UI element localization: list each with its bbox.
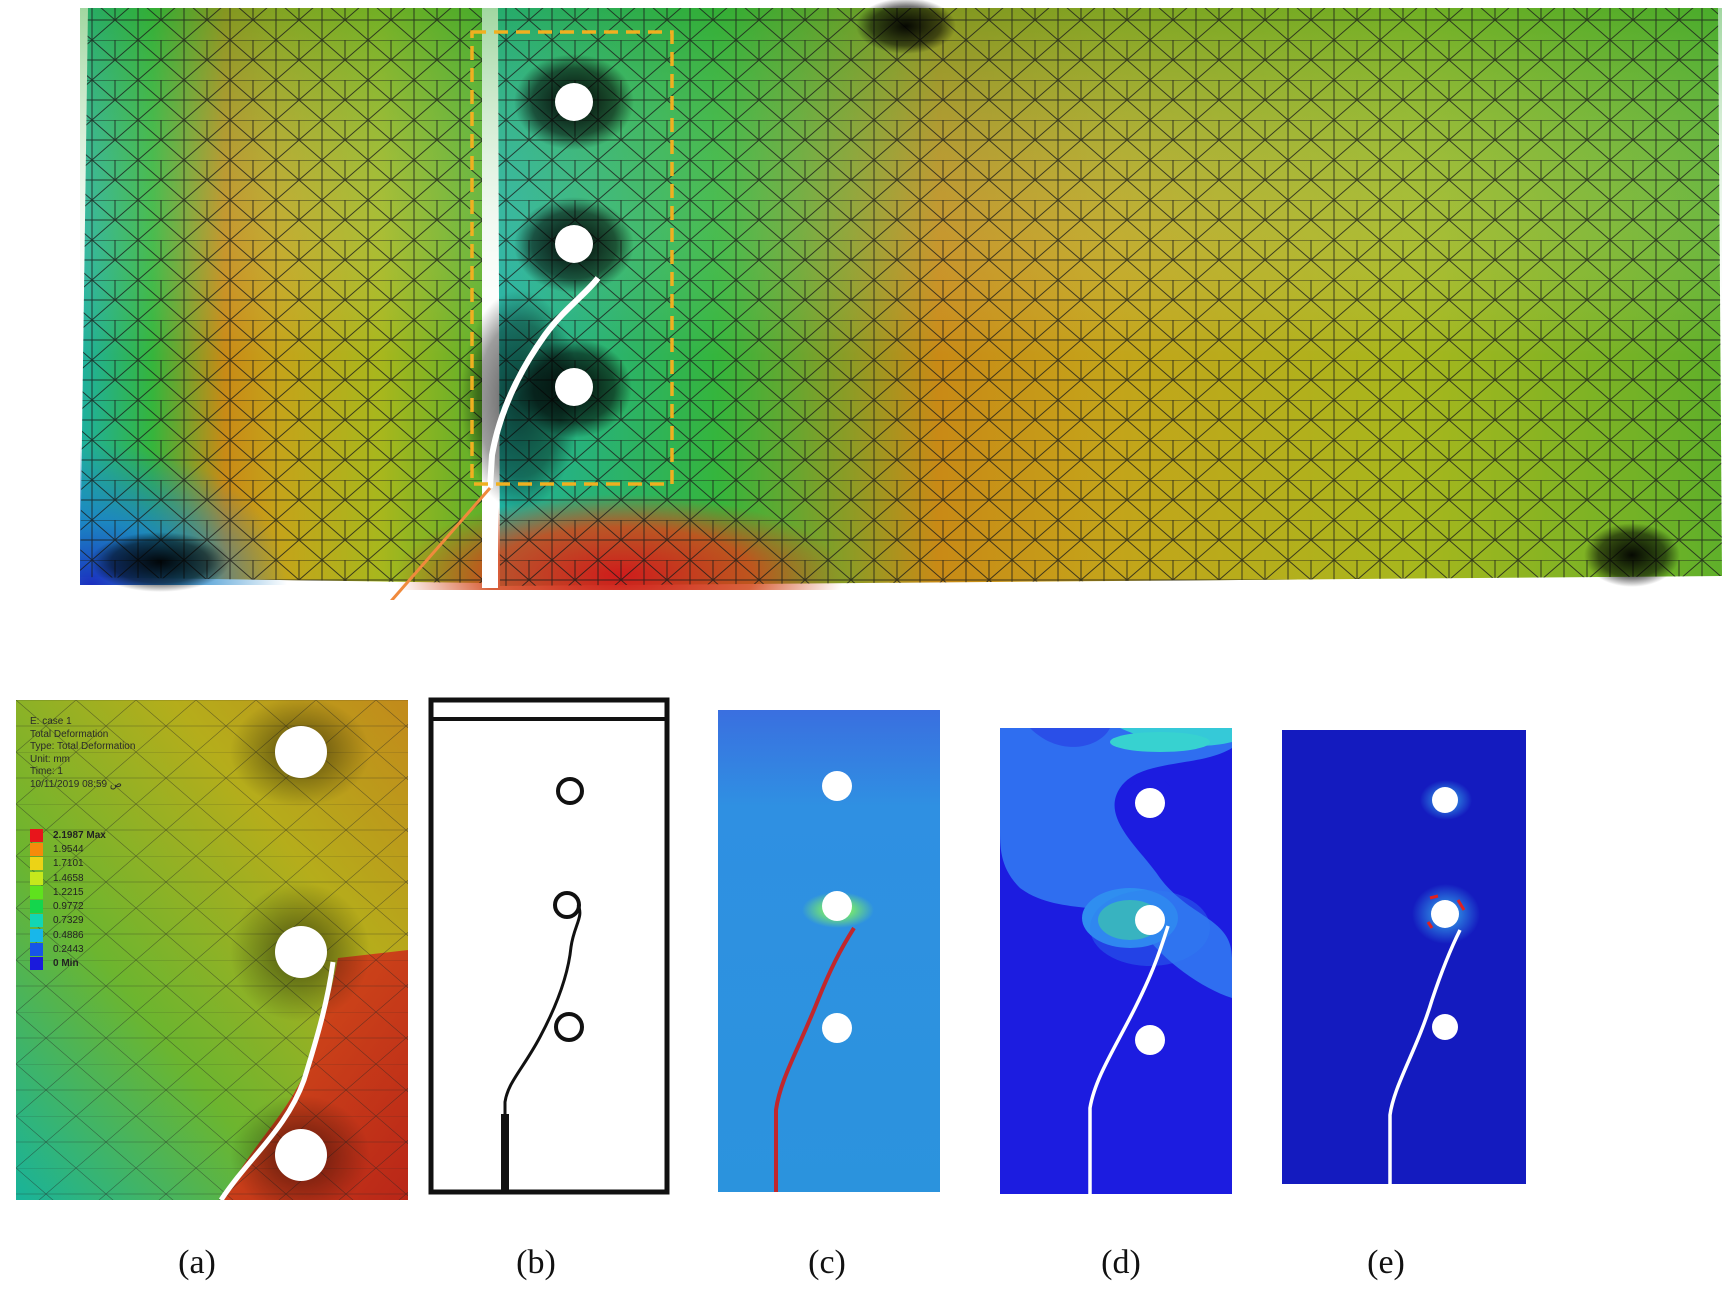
result-header-line: Total Deformation <box>30 728 109 740</box>
legend-label: 1.4658 <box>53 872 84 884</box>
result-header-line: Type: Total Deformation <box>30 741 136 752</box>
beam-mesh-view <box>80 0 1722 600</box>
caption-e: (e) <box>1367 1244 1405 1281</box>
legend-label: 0.9772 <box>53 901 84 913</box>
legend-label: 2.1987 Max <box>53 829 106 841</box>
hole-e-top <box>1432 787 1458 813</box>
crack-a <box>218 961 336 1200</box>
hole-c-middle <box>822 891 852 921</box>
panel-a-deformation <box>16 700 408 1200</box>
panel-d-contour <box>1000 728 1232 1194</box>
legend-label: 0.2443 <box>53 944 84 956</box>
zoom-region-box <box>470 30 674 486</box>
legend-entry: 0.4886 <box>30 928 210 942</box>
hole-b-top <box>556 777 584 805</box>
crack-path <box>487 276 601 489</box>
notch <box>482 488 498 588</box>
result-header: E: case 1 Total Deformation Type: Total … <box>30 716 230 791</box>
hole-c-bottom <box>822 1013 852 1043</box>
legend-entry: 2.1987 Max <box>30 828 210 842</box>
legend-label: 1.2215 <box>53 886 84 898</box>
hole-d-middle <box>1135 905 1165 935</box>
hole-middle <box>555 225 593 263</box>
hole-top <box>555 83 593 121</box>
hole-bottom <box>555 368 593 406</box>
legend-label: 1.9544 <box>53 843 84 855</box>
zoom-arrow <box>390 487 492 600</box>
legend-label: 1.7101 <box>53 858 84 870</box>
legend-swatch <box>30 842 43 856</box>
hole-e-middle <box>1431 900 1459 928</box>
hole-e-bottom <box>1432 1014 1458 1040</box>
crack-b <box>503 904 582 1192</box>
legend-swatch <box>30 914 43 928</box>
caption-d: (d) <box>1101 1244 1141 1281</box>
caption-b: (b) <box>516 1244 556 1281</box>
caption-c: (c) <box>808 1244 846 1281</box>
legend-entry: 0.2443 <box>30 942 210 957</box>
legend-label: 0.4886 <box>53 929 84 941</box>
hole-a-bottom <box>275 1129 327 1181</box>
legend-swatch <box>30 857 43 871</box>
legend-entry: 0.9772 <box>30 899 210 914</box>
result-header-line: Time: 1 <box>30 766 63 777</box>
hole-b-bottom <box>554 1012 584 1042</box>
panel-b-sketch <box>428 697 670 1195</box>
legend-swatch <box>30 928 43 942</box>
crack-d <box>1088 925 1170 1194</box>
result-header-line: 10/11/2019 08:59 ص <box>30 778 122 790</box>
crack-c <box>774 926 856 1192</box>
legend-swatch <box>30 885 43 899</box>
legend-label: 0.7329 <box>53 915 84 927</box>
legend-entry: 1.7101 <box>30 857 210 871</box>
hole-d-bottom <box>1135 1025 1165 1055</box>
result-header-line: E: case 1 <box>30 716 72 727</box>
legend-label: 0 Min <box>53 958 79 970</box>
caption-a: (a) <box>178 1244 216 1281</box>
crack-e <box>1388 929 1462 1184</box>
legend-swatch <box>30 871 43 885</box>
hole-a-top <box>275 726 327 778</box>
hole-c-top <box>822 771 852 801</box>
legend-entry: 1.4658 <box>30 871 210 885</box>
legend-entry: 0.7329 <box>30 914 210 928</box>
legend-entry: 1.2215 <box>30 885 210 899</box>
color-legend: 2.1987 Max 1.9544 1.7101 1.4658 1.2215 0.9772… <box>30 828 210 971</box>
panel-c-contour <box>718 710 940 1192</box>
result-header-line: Unit: mm <box>30 753 70 765</box>
legend-swatch <box>30 943 43 957</box>
legend-swatch <box>30 957 43 971</box>
hole-d-top <box>1135 788 1165 818</box>
hole-a-middle <box>275 926 327 978</box>
legend-entry: 1.9544 <box>30 842 210 856</box>
legend-entry: 0 Min <box>30 957 210 971</box>
legend-swatch <box>30 828 43 842</box>
legend-swatch <box>30 900 43 914</box>
panel-e-contour <box>1282 730 1526 1184</box>
